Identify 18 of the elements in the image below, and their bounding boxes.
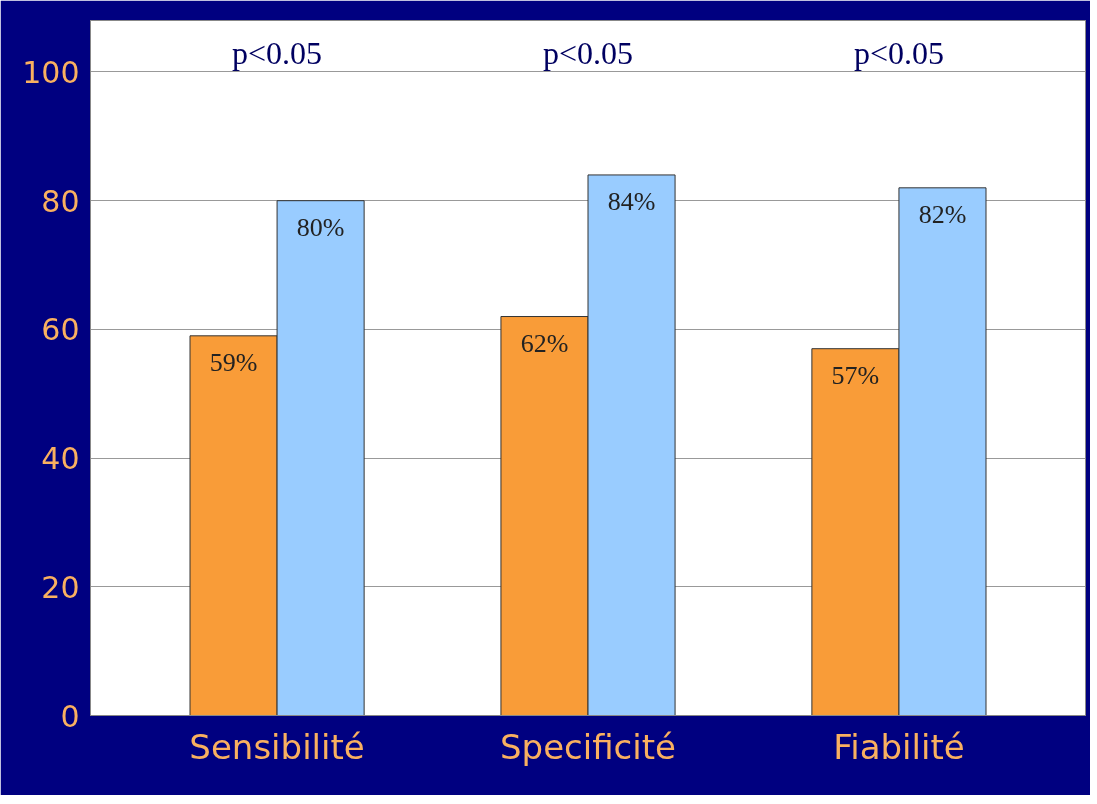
data-label: 59% — [209, 347, 258, 377]
y-tick-label: 60 — [41, 312, 80, 348]
y-tick-label: 100 — [22, 54, 80, 90]
data-label: 80% — [296, 212, 345, 242]
data-label: 84% — [607, 186, 656, 216]
data-label: 62% — [520, 328, 569, 358]
annotation: p<0.05 — [542, 34, 634, 71]
annotation: p<0.05 — [232, 34, 323, 71]
x-tick-label: Sensibilité — [189, 726, 365, 767]
y-tick-label: 20 — [41, 569, 80, 605]
y-tick-label: 0 — [60, 698, 80, 734]
y-tick-label: 40 — [41, 441, 80, 477]
x-tick-label: Fiabilité — [833, 726, 965, 767]
x-tick-label: Specificité — [499, 726, 677, 767]
y-tick-label: 80 — [41, 183, 80, 219]
annotation: p<0.05 — [853, 34, 944, 71]
data-label: 57% — [831, 360, 880, 390]
data-label: 82% — [918, 199, 967, 229]
